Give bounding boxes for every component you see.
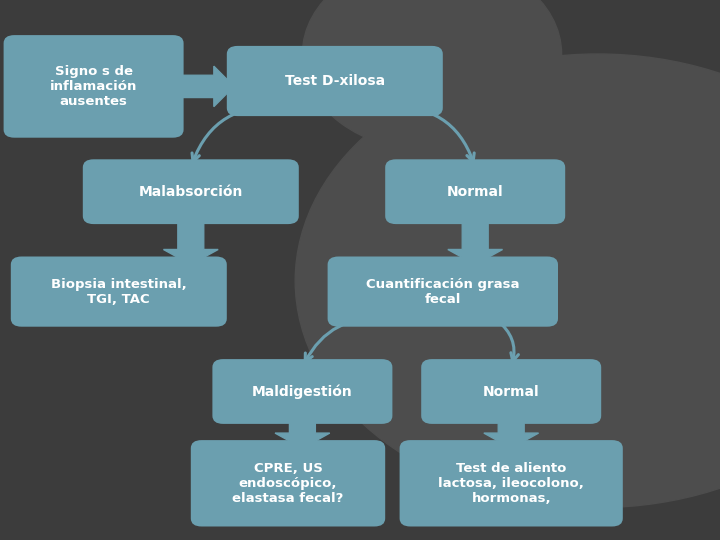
Polygon shape xyxy=(275,416,330,448)
FancyBboxPatch shape xyxy=(4,35,184,138)
FancyBboxPatch shape xyxy=(227,46,443,116)
Text: Malabsorción: Malabsorción xyxy=(139,185,243,199)
Polygon shape xyxy=(484,416,539,448)
Circle shape xyxy=(302,0,562,151)
Text: Biopsia intestinal,
TGI, TAC: Biopsia intestinal, TGI, TAC xyxy=(51,278,186,306)
Text: CPRE, US
endoscópico,
elastasa fecal?: CPRE, US endoscópico, elastasa fecal? xyxy=(233,462,343,505)
FancyBboxPatch shape xyxy=(385,159,565,224)
Text: Maldigestión: Maldigestión xyxy=(252,384,353,399)
Text: Cuantificación grasa
fecal: Cuantificación grasa fecal xyxy=(366,278,520,306)
Text: Test de aliento
lactosa, ileocolono,
hormonas,: Test de aliento lactosa, ileocolono, hor… xyxy=(438,462,584,505)
Text: Signo s de
inflamación
ausentes: Signo s de inflamación ausentes xyxy=(50,65,138,108)
Polygon shape xyxy=(176,66,234,106)
Circle shape xyxy=(295,54,720,508)
FancyBboxPatch shape xyxy=(421,359,601,424)
FancyBboxPatch shape xyxy=(11,256,227,327)
FancyBboxPatch shape xyxy=(328,256,558,327)
FancyBboxPatch shape xyxy=(400,440,623,526)
Text: Normal: Normal xyxy=(483,384,539,399)
Text: Test D-xilosa: Test D-xilosa xyxy=(284,74,385,88)
FancyBboxPatch shape xyxy=(83,159,299,224)
FancyBboxPatch shape xyxy=(212,359,392,424)
Polygon shape xyxy=(163,216,218,265)
Text: Normal: Normal xyxy=(447,185,503,199)
FancyBboxPatch shape xyxy=(191,440,385,526)
Polygon shape xyxy=(448,216,503,265)
